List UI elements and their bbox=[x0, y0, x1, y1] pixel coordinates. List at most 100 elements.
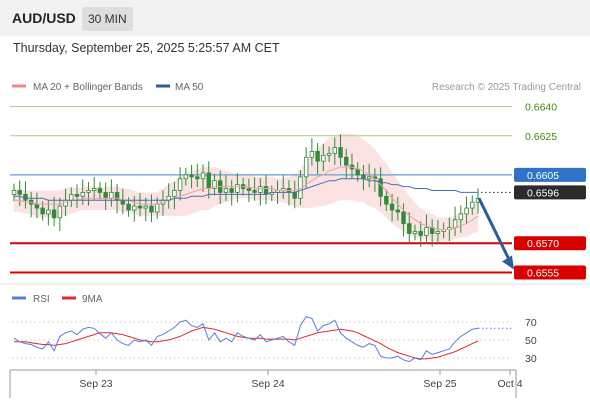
legend-label-9ma: 9MA bbox=[82, 294, 103, 305]
candle-body bbox=[229, 188, 234, 193]
candle bbox=[401, 203, 406, 237]
candle bbox=[195, 163, 200, 188]
candle bbox=[338, 134, 343, 166]
candle bbox=[57, 197, 63, 231]
legend-label-rsi: RSI bbox=[33, 294, 50, 305]
legend-label-ma50: MA 50 bbox=[175, 82, 204, 93]
candle-body bbox=[389, 203, 395, 211]
chart-header: AUD/USD 30 MIN bbox=[0, 0, 590, 36]
candle-body bbox=[34, 203, 40, 209]
candle-body bbox=[263, 186, 269, 195]
level-label-06570: 0.6570 bbox=[527, 238, 559, 250]
candle bbox=[435, 219, 441, 244]
candle bbox=[11, 183, 17, 202]
candle bbox=[412, 224, 418, 241]
candle-body bbox=[235, 184, 240, 193]
candle-body bbox=[143, 205, 148, 209]
candle bbox=[407, 212, 412, 244]
candle bbox=[464, 196, 469, 224]
bollinger-band bbox=[14, 133, 478, 242]
candle-body bbox=[200, 172, 206, 180]
candle bbox=[332, 137, 337, 165]
candle-body bbox=[258, 186, 263, 193]
candle bbox=[183, 168, 189, 186]
candle-body bbox=[103, 192, 108, 199]
credit-text: Research © 2025 Trading Central bbox=[432, 82, 581, 93]
candle bbox=[86, 182, 91, 206]
candle bbox=[303, 147, 309, 189]
candle bbox=[189, 164, 194, 189]
candle bbox=[321, 143, 326, 172]
candle-body bbox=[338, 147, 343, 158]
rsi-tick-label: 70 bbox=[525, 317, 537, 329]
candle bbox=[223, 175, 229, 201]
candle bbox=[149, 194, 154, 222]
candle-body bbox=[137, 205, 143, 209]
x-tick-label: Oct 4 bbox=[497, 378, 522, 390]
candle-body bbox=[86, 190, 91, 193]
candle-body bbox=[183, 174, 189, 180]
candle bbox=[384, 189, 389, 211]
candle-body bbox=[91, 188, 97, 191]
candle bbox=[212, 173, 217, 196]
candle bbox=[418, 221, 423, 247]
candle-body bbox=[109, 192, 114, 199]
candle bbox=[51, 196, 57, 227]
candle-body bbox=[366, 176, 372, 180]
level-label-06625: 0.6625 bbox=[525, 131, 557, 143]
candle-body bbox=[361, 174, 366, 180]
x-tick-label: Sep 25 bbox=[423, 378, 456, 390]
timestamp: Thursday, September 25, 2025 5:25:57 AM … bbox=[13, 41, 280, 55]
candle-body bbox=[452, 219, 458, 228]
candle bbox=[172, 182, 177, 210]
candle-body bbox=[223, 188, 229, 193]
candle-body bbox=[17, 190, 22, 195]
timeframe-selector[interactable]: 30 MIN bbox=[82, 7, 133, 31]
candle-body bbox=[303, 156, 309, 178]
candle-body bbox=[424, 227, 429, 236]
candle bbox=[137, 193, 143, 217]
candle-body bbox=[435, 231, 441, 234]
x-tick-label: Sep 23 bbox=[79, 378, 112, 390]
candle-body bbox=[401, 211, 406, 225]
candle bbox=[258, 178, 263, 206]
candle-body bbox=[332, 147, 337, 154]
candle-body bbox=[212, 180, 217, 189]
candle-body bbox=[74, 193, 80, 197]
candle-body bbox=[189, 174, 194, 178]
candle-body bbox=[309, 151, 315, 158]
candle-body bbox=[326, 152, 332, 156]
candle-body bbox=[40, 207, 45, 215]
level-label-06605: 0.6605 bbox=[527, 170, 559, 182]
candle bbox=[200, 164, 206, 192]
candle bbox=[315, 143, 320, 175]
candle bbox=[395, 196, 401, 221]
candle-body bbox=[252, 190, 257, 193]
symbol-title: AUD/USD bbox=[12, 10, 76, 26]
x-tick-label: Sep 24 bbox=[251, 378, 284, 390]
candle-body bbox=[63, 199, 68, 207]
candle bbox=[470, 195, 475, 215]
candle bbox=[235, 173, 240, 203]
rsi-ma-line bbox=[14, 326, 479, 360]
ma20-line bbox=[14, 166, 479, 230]
candle bbox=[97, 181, 103, 200]
level-label-06640: 0.6640 bbox=[525, 102, 557, 114]
rsi-line bbox=[13, 316, 479, 363]
candle bbox=[143, 197, 148, 222]
candle-body bbox=[126, 203, 131, 211]
candle-body bbox=[206, 172, 211, 189]
candle bbox=[326, 146, 332, 163]
candle-body bbox=[321, 154, 326, 162]
last-price-tag bbox=[514, 185, 586, 200]
candle-body bbox=[23, 193, 28, 201]
candle-body bbox=[69, 193, 74, 201]
forecast-arrow-head bbox=[502, 255, 514, 270]
candle-body bbox=[395, 209, 401, 213]
candle-body bbox=[195, 176, 200, 180]
level-label-06555: 0.6555 bbox=[527, 268, 559, 280]
candle bbox=[344, 148, 349, 179]
candle-body bbox=[46, 209, 51, 215]
candle bbox=[91, 177, 97, 201]
